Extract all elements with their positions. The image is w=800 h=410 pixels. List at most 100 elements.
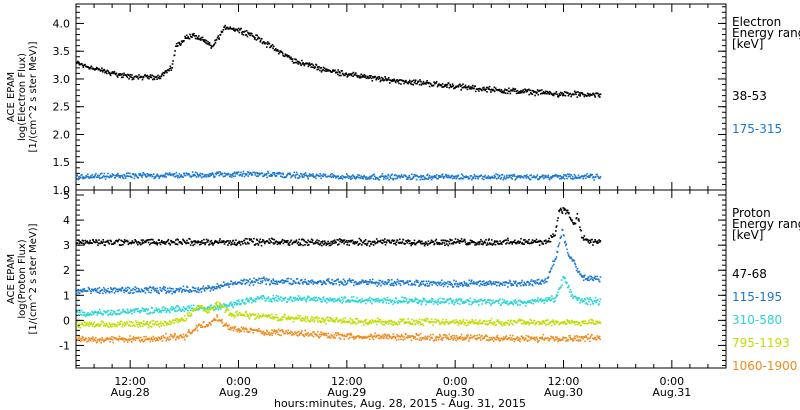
y-axis-title-line: log(Electron Flux) bbox=[17, 53, 28, 141]
data-point bbox=[577, 94, 580, 96]
data-point bbox=[304, 63, 306, 65]
data-point bbox=[164, 243, 167, 245]
data-point bbox=[303, 319, 306, 322]
data-point bbox=[514, 175, 516, 177]
data-point bbox=[172, 175, 175, 177]
data-point bbox=[187, 36, 189, 38]
data-point bbox=[458, 298, 460, 300]
data-point bbox=[333, 239, 336, 241]
data-point bbox=[77, 291, 80, 294]
data-point bbox=[248, 32, 251, 35]
data-point bbox=[185, 242, 187, 245]
legend-title-line: [keV] bbox=[732, 37, 763, 51]
data-point bbox=[172, 319, 175, 322]
data-point bbox=[265, 42, 267, 44]
data-point bbox=[119, 73, 122, 75]
data-point bbox=[558, 242, 561, 244]
data-point bbox=[580, 274, 583, 277]
data-point bbox=[541, 174, 544, 177]
data-point bbox=[275, 172, 278, 175]
data-point bbox=[453, 303, 455, 306]
data-point bbox=[508, 324, 510, 326]
data-point bbox=[216, 241, 219, 243]
data-point bbox=[435, 238, 438, 241]
data-point bbox=[492, 176, 494, 179]
data-point bbox=[147, 287, 150, 290]
data-point bbox=[336, 299, 338, 302]
data-point bbox=[410, 323, 413, 325]
data-point bbox=[518, 320, 520, 322]
data-point bbox=[506, 242, 508, 244]
data-point bbox=[558, 287, 561, 289]
data-point bbox=[318, 66, 320, 68]
data-point bbox=[468, 85, 470, 87]
data-point bbox=[338, 284, 341, 286]
data-point bbox=[236, 28, 239, 31]
data-point bbox=[460, 177, 462, 179]
data-point bbox=[544, 278, 547, 280]
data-point bbox=[465, 87, 467, 89]
data-point bbox=[179, 309, 181, 311]
data-point bbox=[472, 280, 475, 283]
data-point bbox=[350, 280, 352, 282]
data-point bbox=[228, 303, 231, 305]
data-point bbox=[314, 66, 317, 68]
data-point bbox=[401, 318, 403, 321]
data-point bbox=[176, 310, 178, 312]
data-point bbox=[124, 289, 126, 291]
data-point bbox=[561, 284, 563, 286]
data-point bbox=[346, 239, 348, 242]
data-point bbox=[422, 283, 424, 285]
data-point bbox=[200, 36, 203, 39]
data-point bbox=[470, 279, 473, 282]
data-point bbox=[141, 174, 144, 176]
data-point bbox=[229, 302, 232, 304]
data-point bbox=[587, 277, 590, 279]
data-point bbox=[374, 320, 376, 323]
data-point bbox=[542, 243, 545, 245]
data-point bbox=[434, 281, 437, 284]
data-point bbox=[417, 80, 419, 83]
data-point bbox=[476, 321, 479, 324]
data-point bbox=[535, 91, 537, 93]
data-point bbox=[345, 72, 347, 74]
data-point bbox=[470, 321, 473, 323]
data-point bbox=[348, 244, 350, 246]
data-point bbox=[196, 174, 199, 176]
data-point bbox=[158, 177, 161, 180]
data-point bbox=[302, 317, 304, 320]
data-point bbox=[266, 176, 268, 179]
data-point bbox=[540, 283, 542, 285]
data-point bbox=[569, 175, 571, 178]
data-point bbox=[85, 240, 88, 243]
data-point bbox=[543, 174, 545, 177]
data-point bbox=[599, 240, 602, 242]
data-point bbox=[219, 238, 221, 240]
data-point bbox=[340, 280, 342, 283]
data-point bbox=[425, 81, 428, 84]
data-point bbox=[481, 280, 484, 283]
data-point bbox=[141, 242, 143, 245]
data-point bbox=[108, 291, 111, 294]
data-point bbox=[435, 301, 437, 303]
data-point bbox=[106, 72, 108, 75]
data-point bbox=[446, 86, 448, 88]
data-point bbox=[289, 316, 291, 319]
data-point bbox=[154, 309, 157, 312]
data-point bbox=[456, 282, 458, 285]
data-point bbox=[304, 317, 306, 320]
data-point bbox=[552, 263, 555, 266]
data-point bbox=[559, 94, 562, 96]
data-point bbox=[395, 244, 397, 246]
data-point bbox=[235, 302, 237, 304]
data-point bbox=[563, 209, 565, 211]
data-point bbox=[260, 280, 262, 283]
data-point bbox=[525, 284, 527, 286]
data-point bbox=[293, 61, 296, 64]
data-point bbox=[232, 239, 235, 242]
data-point bbox=[214, 305, 216, 308]
data-point bbox=[438, 323, 441, 325]
data-point bbox=[235, 311, 237, 314]
data-point bbox=[360, 300, 363, 303]
data-point bbox=[572, 258, 574, 261]
